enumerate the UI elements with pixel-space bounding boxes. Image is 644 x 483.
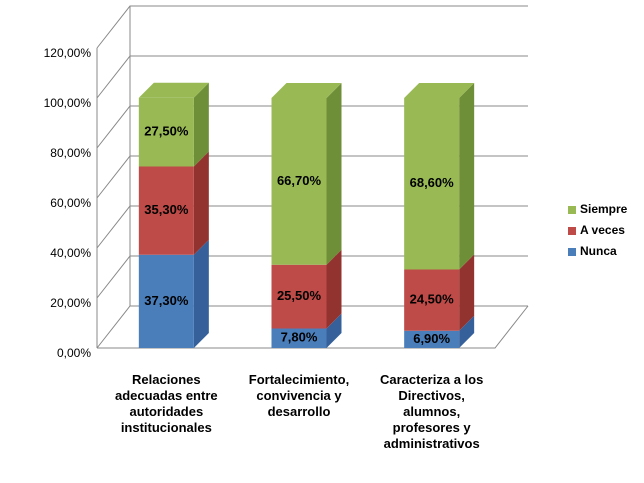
legend-label: Nunca — [580, 244, 617, 258]
y-tick-label: 20,00% — [50, 296, 91, 310]
y-tick-label: 60,00% — [50, 196, 91, 210]
bar-side — [326, 249, 342, 329]
legend-swatch — [568, 248, 576, 256]
value-label: 68,60% — [410, 175, 455, 190]
grid-line — [96, 5, 528, 49]
y-tick-label: 0,00% — [57, 346, 91, 360]
bar — [138, 166, 194, 255]
bar-side — [326, 313, 342, 348]
bar — [271, 264, 327, 329]
legend-label: A veces — [580, 223, 625, 237]
legend-label: Siempre — [580, 202, 628, 216]
bar — [404, 98, 460, 270]
bar — [271, 328, 327, 348]
x-tick-label: Fortalecimiento, convivencia y desarroll… — [248, 372, 350, 419]
bar — [404, 269, 460, 331]
value-label: 25,50% — [277, 288, 322, 303]
bar-side — [459, 254, 475, 331]
value-label: 37,30% — [144, 293, 189, 308]
bar — [138, 97, 194, 167]
bar-side — [193, 82, 209, 167]
y-tick-label: 40,00% — [50, 246, 91, 260]
value-label: 7,80% — [281, 330, 318, 345]
value-label: 66,70% — [277, 173, 322, 188]
value-label: 27,50% — [144, 124, 189, 139]
bar-side — [459, 315, 475, 348]
bar-side — [193, 151, 209, 255]
bar-top — [271, 83, 342, 98]
bar — [404, 330, 460, 348]
x-tick-label: Relaciones adecuadas entre autoridades i… — [115, 372, 218, 435]
y-tick-label: 120,00% — [44, 46, 92, 60]
value-label: 6,90% — [413, 331, 450, 346]
floor — [97, 305, 529, 349]
bar-side — [459, 83, 475, 270]
bar-side — [193, 239, 209, 348]
value-label: 35,30% — [144, 202, 189, 217]
bar-top — [138, 82, 209, 98]
legend-swatch — [568, 227, 576, 235]
bar-top — [404, 83, 475, 98]
y-tick-label: 100,00% — [44, 96, 92, 110]
bar — [271, 98, 327, 265]
legend-swatch — [568, 206, 576, 214]
y-tick-label: 80,00% — [50, 146, 91, 160]
bar-side — [326, 83, 342, 265]
x-tick-label: Caracteriza a los Directivos, alumnos, p… — [379, 372, 484, 451]
value-label: 24,50% — [410, 292, 455, 307]
bar — [138, 254, 194, 348]
